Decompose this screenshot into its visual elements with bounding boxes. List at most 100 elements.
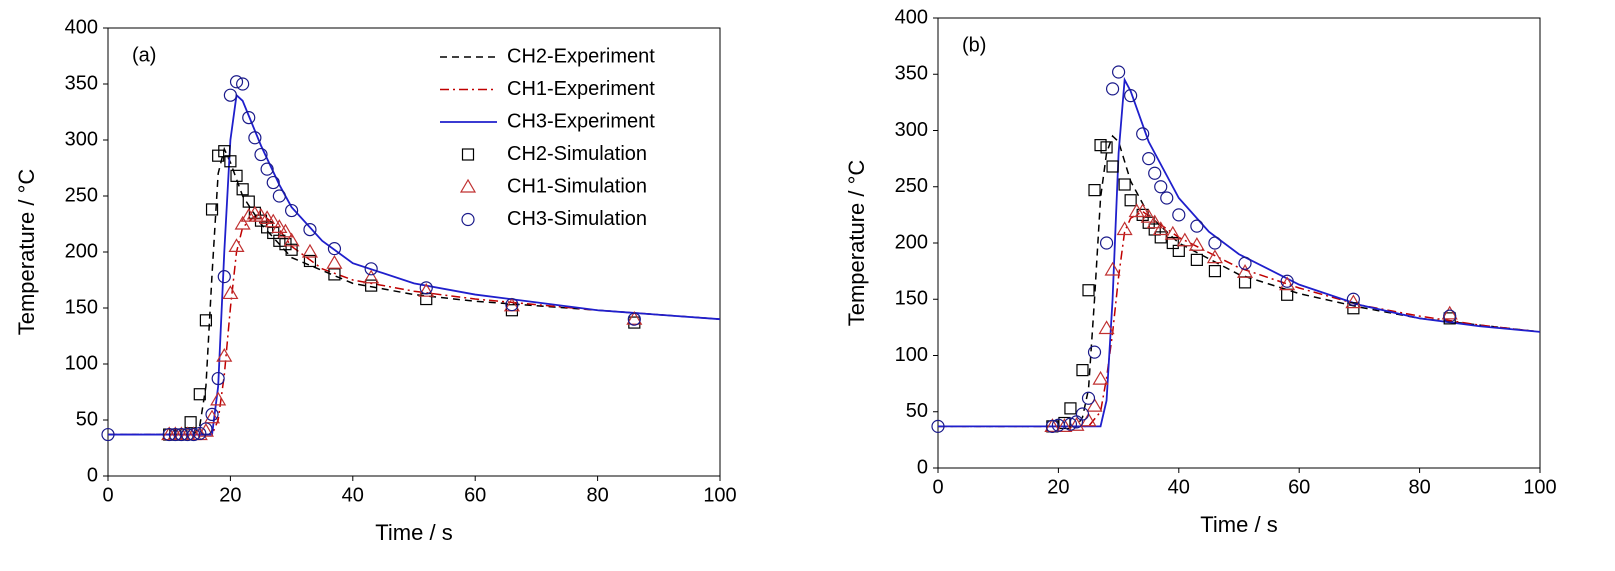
legend-label: CH1-Simulation (507, 175, 647, 197)
marker-triangle (1134, 203, 1151, 218)
x-tick-label: 40 (342, 484, 364, 506)
marker-square (1088, 184, 1101, 197)
marker-square (1190, 253, 1203, 266)
marker-triangle (1140, 208, 1157, 223)
marker-circle (272, 189, 286, 203)
marker-triangle (1152, 221, 1169, 236)
marker-square (1100, 141, 1113, 154)
marker-triangle (1206, 249, 1223, 264)
marker-triangle (1068, 417, 1085, 431)
marker-triangle (626, 311, 643, 325)
marker-square (1064, 402, 1077, 415)
marker-circle (236, 77, 250, 91)
x-tick-label: 40 (1168, 476, 1190, 498)
marker-triangle (363, 269, 380, 284)
y-tick-label: 150 (65, 296, 98, 318)
marker-square (218, 145, 231, 158)
data-line (108, 215, 721, 436)
marker-circle (1172, 208, 1186, 222)
marker-circle (1075, 407, 1090, 421)
y-tick-label: 150 (895, 288, 928, 310)
marker-triangle (1188, 237, 1205, 251)
y-tick-label: 300 (895, 119, 928, 141)
y-tick-label: 0 (917, 456, 928, 478)
marker-circle (364, 262, 378, 276)
marker-triangle (1146, 214, 1163, 229)
x-tick-label: 0 (932, 476, 943, 498)
x-tick-label: 80 (586, 484, 608, 506)
marker-square (285, 243, 298, 256)
x-tick-label: 20 (219, 484, 241, 506)
marker-circle (229, 75, 244, 89)
marker-square (242, 195, 255, 208)
marker-triangle (1236, 264, 1254, 278)
marker-circle (1099, 236, 1114, 250)
marker-triangle (1092, 370, 1109, 385)
marker-triangle (1086, 397, 1103, 412)
marker-circle (419, 281, 433, 295)
marker-circle (242, 110, 256, 125)
marker-triangle (240, 207, 257, 222)
marker-square (193, 388, 206, 401)
marker-circle (260, 162, 274, 176)
marker-circle (266, 175, 280, 190)
marker-square (212, 149, 225, 162)
marker-triangle (326, 255, 343, 269)
marker-circle (627, 312, 641, 326)
marker-circle (223, 88, 237, 102)
x-tick-label: 0 (102, 484, 113, 506)
marker-circle (101, 427, 115, 442)
y-tick-label: 400 (895, 6, 928, 28)
marker-square (1058, 416, 1071, 430)
marker-circle (461, 212, 475, 227)
marker-triangle (418, 283, 435, 297)
y-tick-label: 100 (895, 344, 928, 366)
marker-circle (1238, 256, 1252, 270)
marker-square (461, 148, 475, 161)
marker-circle (1063, 417, 1078, 431)
x-axis-label: Time / s (375, 520, 452, 545)
marker-circle (931, 419, 945, 433)
marker-circle (1105, 82, 1120, 96)
y-tick-label: 350 (65, 72, 98, 94)
marker-square (303, 254, 317, 268)
panel-label: (a) (132, 44, 156, 66)
y-tick-label: 250 (65, 184, 98, 206)
marker-square (1208, 265, 1222, 278)
marker-triangle (459, 178, 477, 193)
marker-square (1238, 276, 1252, 289)
marker-circle (1148, 166, 1162, 180)
marker-triangle (283, 232, 300, 247)
marker-square (1082, 284, 1095, 297)
marker-circle (327, 242, 342, 256)
x-tick-label: 60 (464, 484, 486, 506)
marker-triangle (1104, 261, 1121, 276)
marker-circle (1280, 274, 1294, 288)
marker-square (1118, 178, 1131, 191)
panel-label: (b) (962, 34, 986, 56)
marker-triangle (1056, 418, 1073, 432)
marker-triangle (277, 223, 294, 238)
marker-circle (187, 427, 201, 442)
marker-circle (1087, 345, 1102, 359)
marker-square (1106, 160, 1119, 173)
y-tick-label: 50 (906, 400, 928, 422)
marker-triangle (222, 285, 239, 300)
marker-circle (1154, 180, 1168, 194)
x-axis-label: Time / s (1200, 512, 1277, 537)
data-line (938, 210, 1541, 428)
marker-circle (1124, 89, 1138, 103)
marker-square (1124, 194, 1137, 207)
marker-square (328, 268, 341, 281)
marker-circle (1081, 391, 1096, 405)
x-tick-label: 60 (1288, 476, 1310, 498)
y-tick-label: 0 (87, 464, 98, 486)
marker-triangle (1044, 418, 1061, 432)
marker-square (205, 203, 219, 216)
legend-label: CH1-Experiment (507, 78, 655, 100)
y-tick-label: 50 (76, 408, 98, 430)
marker-triangle (228, 238, 245, 252)
marker-triangle (1441, 305, 1458, 320)
marker-circle (1443, 309, 1457, 323)
